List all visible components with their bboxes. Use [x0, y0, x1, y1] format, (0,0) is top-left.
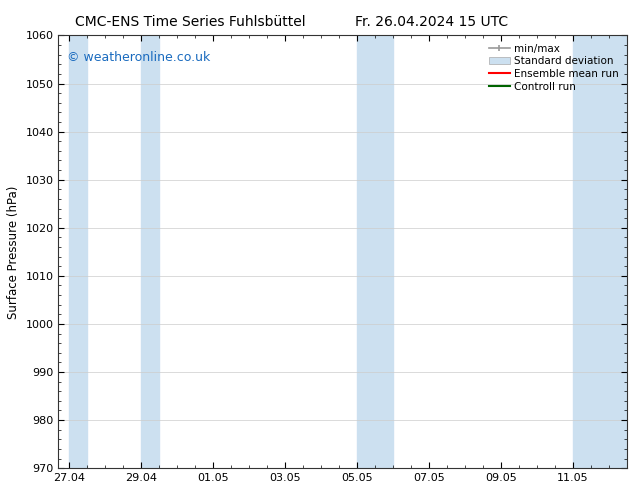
- Text: Fr. 26.04.2024 15 UTC: Fr. 26.04.2024 15 UTC: [354, 15, 508, 29]
- Bar: [357, 35, 393, 468]
- Bar: [69, 35, 87, 468]
- Y-axis label: Surface Pressure (hPa): Surface Pressure (hPa): [7, 185, 20, 318]
- Bar: [573, 35, 627, 468]
- Legend: min/max, Standard deviation, Ensemble mean run, Controll run: min/max, Standard deviation, Ensemble me…: [486, 41, 622, 95]
- Text: © weatheronline.co.uk: © weatheronline.co.uk: [67, 50, 210, 64]
- Bar: [141, 35, 159, 468]
- Text: CMC-ENS Time Series Fuhlsbüttel: CMC-ENS Time Series Fuhlsbüttel: [75, 15, 306, 29]
